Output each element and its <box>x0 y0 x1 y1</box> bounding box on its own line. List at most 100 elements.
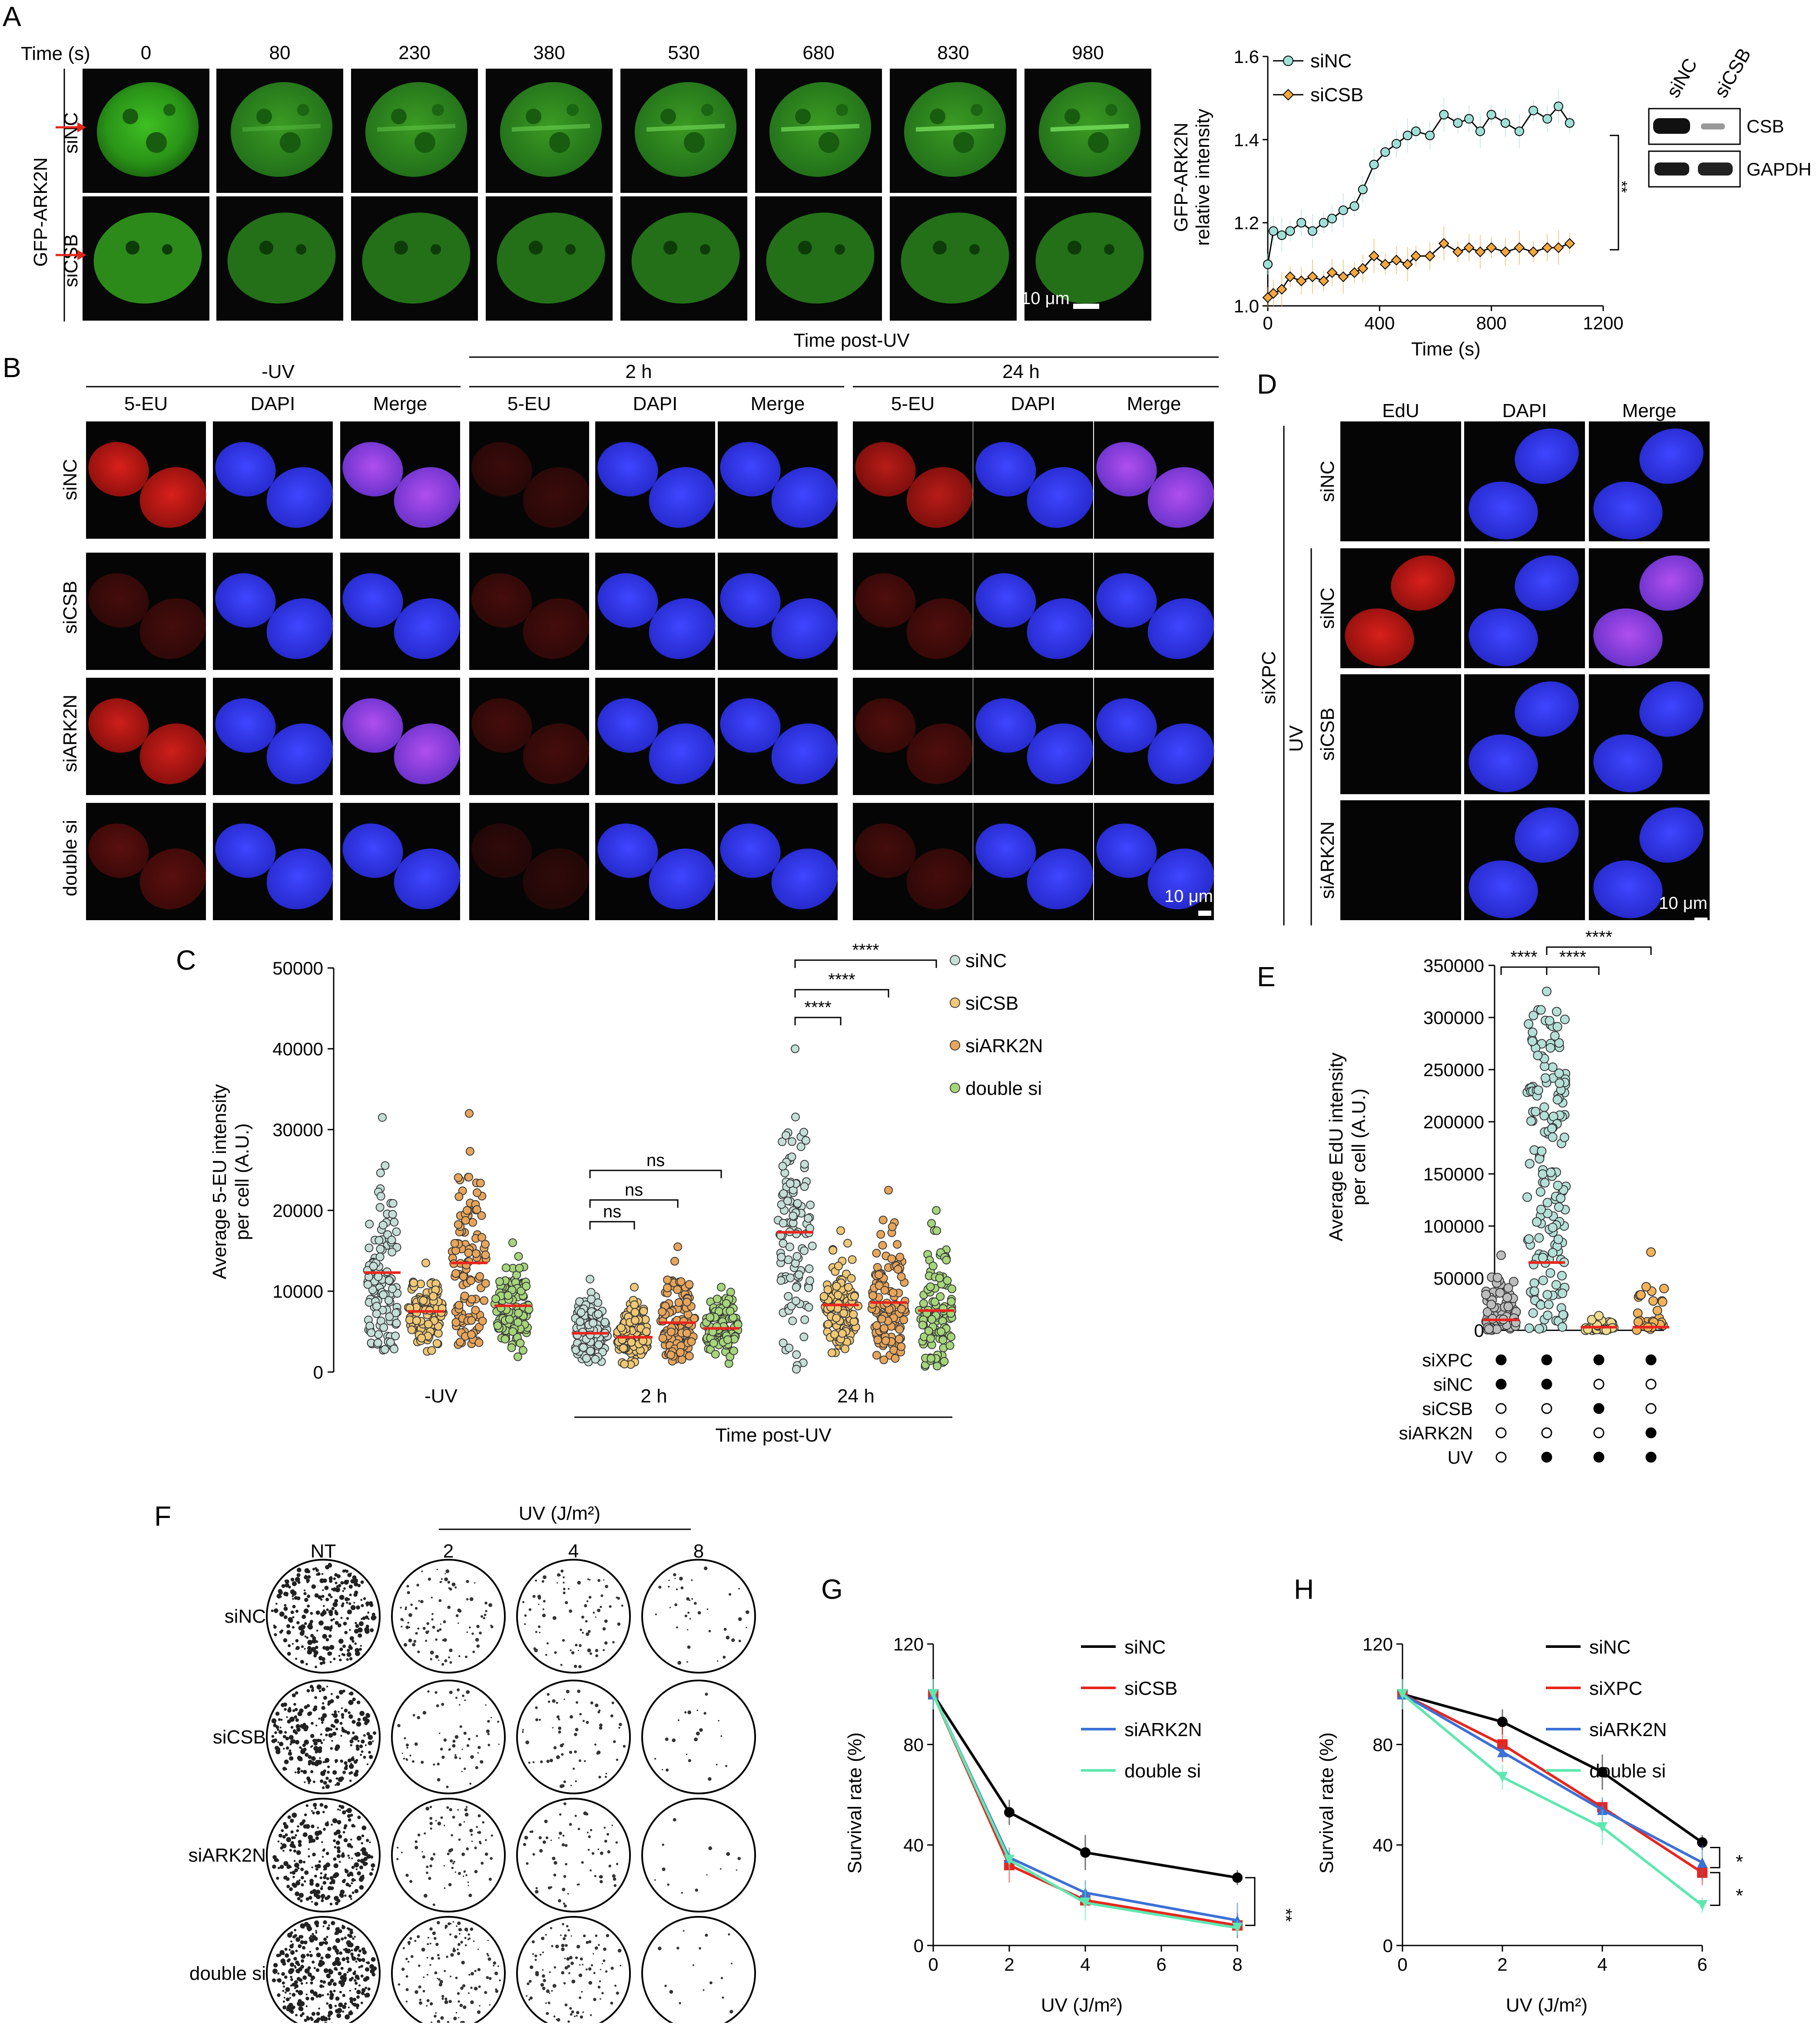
colony <box>593 1972 596 1974</box>
colony <box>281 1703 285 1707</box>
colony <box>550 1886 552 1889</box>
point-sicsb <box>1475 246 1486 258</box>
colony <box>469 1783 472 1785</box>
colony <box>487 1957 491 1961</box>
colony <box>612 1641 615 1644</box>
colony <box>571 1979 576 1984</box>
colony <box>493 1961 497 1965</box>
b-nucleus <box>88 442 149 497</box>
data-point-siark2n <box>893 1240 902 1249</box>
matrix-label-sicsb: siCSB <box>1422 1399 1473 1419</box>
colony <box>438 1659 440 1661</box>
colony <box>281 1972 285 1976</box>
colony <box>308 1896 312 1900</box>
colony <box>720 1868 722 1870</box>
colony <box>320 1894 325 1899</box>
colony <box>298 1879 301 1882</box>
data-point-max <box>1496 1250 1506 1260</box>
colony <box>286 1624 291 1628</box>
colony <box>370 1855 374 1859</box>
colony <box>728 1933 730 1936</box>
colony <box>398 1983 401 1986</box>
nucleolus <box>798 241 812 255</box>
data-point-siark2n <box>879 1356 888 1365</box>
data-point-double-si <box>706 1312 715 1322</box>
colony <box>594 1743 597 1746</box>
data-point-siark2n <box>685 1352 694 1361</box>
colony <box>348 1857 351 1859</box>
point-sinc <box>1464 114 1474 124</box>
colony <box>561 1947 565 1952</box>
y-tick-label-0: 0 <box>1383 1936 1393 1956</box>
colony <box>535 1718 538 1721</box>
colony <box>424 1894 428 1898</box>
colony <box>338 1861 341 1863</box>
x-tick-label-2: 2 <box>1004 1954 1014 1975</box>
colony <box>439 1628 442 1631</box>
data-point-sinc <box>787 1152 796 1161</box>
colony <box>665 1737 669 1741</box>
data-point-sicsb <box>841 1344 850 1353</box>
colony <box>535 1889 539 1894</box>
colony <box>291 1836 295 1839</box>
colony <box>295 2014 298 2017</box>
colony <box>426 1622 429 1625</box>
colony <box>606 1833 610 1836</box>
data-point-sinc <box>778 1137 787 1146</box>
data-point-siark2n <box>466 1276 475 1285</box>
colony <box>353 1956 356 1960</box>
b-nucleus <box>88 823 149 878</box>
sig-bracket-2 <box>794 989 889 998</box>
b-nucleus <box>597 573 658 628</box>
d-nucleus <box>1639 428 1704 484</box>
colony <box>556 1715 560 1719</box>
colony <box>538 1625 541 1628</box>
colony <box>275 1602 278 1605</box>
colony <box>435 2012 437 2014</box>
colony <box>297 1568 302 1573</box>
point-sinc <box>1319 218 1329 228</box>
sig-bracket-1 <box>1500 966 1548 975</box>
colony <box>341 1937 344 1941</box>
x-tick-label-6: 6 <box>1156 1954 1166 1975</box>
data-point-double-si <box>947 1332 956 1342</box>
colony <box>595 1616 597 1618</box>
colony <box>322 1786 325 1790</box>
colony <box>406 1585 409 1588</box>
colony <box>545 1654 547 1656</box>
data-point-siark2n <box>464 1248 473 1257</box>
colony <box>365 1713 370 1717</box>
colony <box>300 1899 303 1902</box>
colony <box>346 1617 349 1620</box>
x-tick-label-4: 4 <box>1080 1954 1090 1975</box>
colony <box>438 1978 441 1981</box>
colony <box>490 1857 493 1860</box>
b-channel-5-eu: 5-EU <box>507 393 551 414</box>
legend-marker <box>1283 56 1293 66</box>
colony <box>293 1846 296 1849</box>
colony <box>290 1611 294 1614</box>
data-point-sinc <box>792 1252 802 1261</box>
colony <box>284 1824 288 1829</box>
colony <box>458 1872 461 1875</box>
colony <box>342 2010 345 2013</box>
colony <box>580 2015 583 2019</box>
colony <box>288 1751 292 1756</box>
data-point-sicsb <box>429 1292 438 1301</box>
colony <box>477 1968 481 1972</box>
colony <box>522 1731 524 1733</box>
colony <box>303 1589 306 1591</box>
colony <box>600 1851 603 1855</box>
colony <box>307 1604 310 1608</box>
colony <box>444 1997 448 2001</box>
colony <box>329 1902 333 1906</box>
colony <box>323 1876 327 1879</box>
data-point-sinc <box>787 1137 796 1146</box>
colony <box>402 1947 405 1949</box>
colony <box>360 2002 363 2004</box>
colony <box>716 1763 718 1766</box>
data-point-sinc <box>384 1296 393 1305</box>
colony <box>493 1965 495 1967</box>
colony <box>481 1862 484 1865</box>
colony <box>532 1853 535 1856</box>
